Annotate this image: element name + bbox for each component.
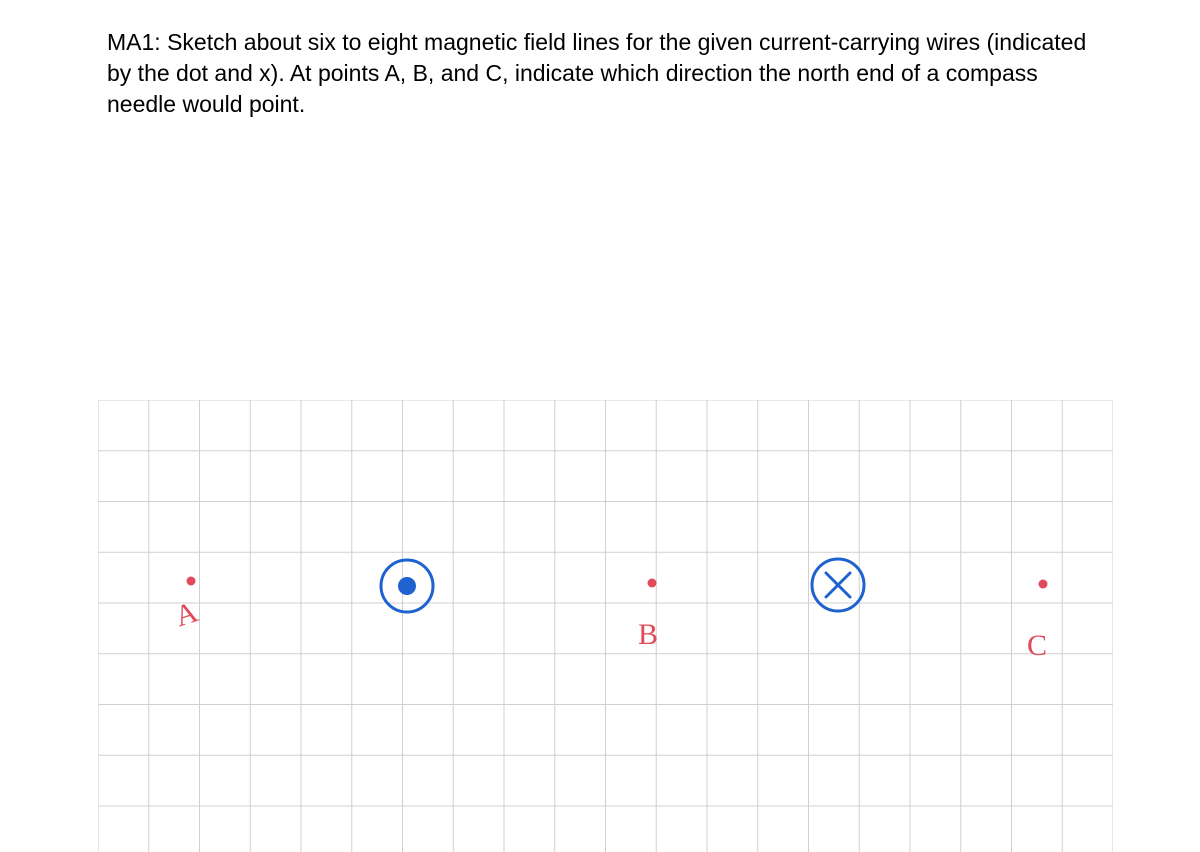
point-dot-a <box>187 577 196 586</box>
point-label-b: B <box>638 618 658 652</box>
diagram-grid <box>98 400 1113 852</box>
problem-statement: MA1: Sketch about six to eight magnetic … <box>107 27 1097 120</box>
point-dot-b <box>648 579 657 588</box>
wire-out-of-page-icon <box>381 560 433 612</box>
page-container: MA1: Sketch about six to eight magnetic … <box>0 0 1200 852</box>
point-dot-c <box>1039 580 1048 589</box>
point-label-c: C <box>1027 629 1047 663</box>
